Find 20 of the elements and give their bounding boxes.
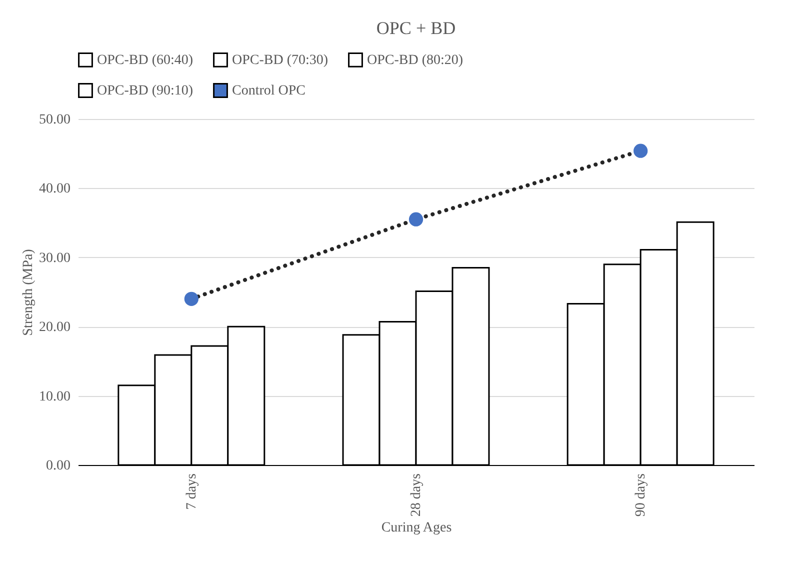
point <box>184 292 198 306</box>
x-tick-label: 90 days <box>634 474 649 517</box>
y-tick-label: 20.00 <box>39 320 70 336</box>
point <box>408 212 424 226</box>
y-tick-label: 0.00 <box>46 458 70 474</box>
y-axis-title: Strength (MPa) <box>21 248 36 336</box>
legend-label: Control OPC <box>232 84 306 98</box>
y-tick-label: 10.00 <box>39 389 70 404</box>
legend-label: OPC-BD (80:20) <box>367 52 464 68</box>
legend-label: OPC-BD (90:10) <box>97 84 194 98</box>
chart-title: OPC + BD <box>376 18 456 38</box>
x-tick-label: 28 days <box>409 474 424 517</box>
y-tick-label: 40.00 <box>39 182 70 197</box>
x-tick-label: 7 days <box>184 474 200 510</box>
x-axis-title: Curing Ages <box>381 520 452 536</box>
point <box>634 144 648 158</box>
legend-label: OPC-BD (70:30) <box>232 52 328 68</box>
y-tick-label: 50.00 <box>39 112 70 128</box>
legend-label: OPC-BD (60:40) <box>97 52 194 68</box>
y-tick-label: 30.00 <box>39 250 70 266</box>
